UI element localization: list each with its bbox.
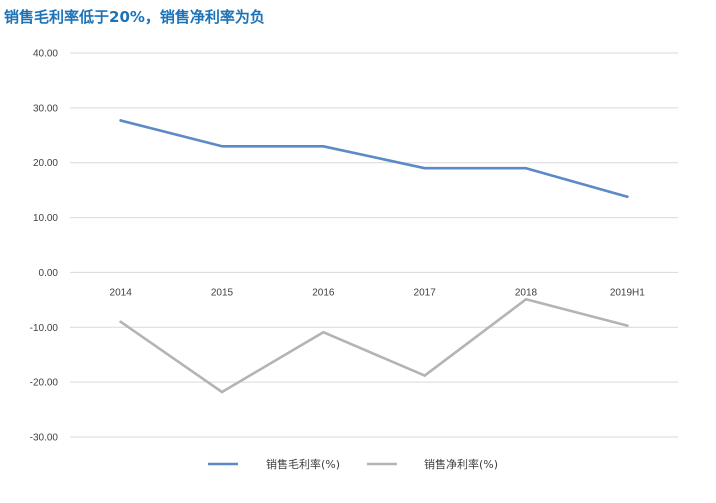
y-tick-label: 40.00 (33, 49, 58, 60)
y-tick-label: 10.00 (33, 213, 58, 224)
x-tick-label: 2014 (110, 287, 133, 298)
data-point (322, 144, 325, 148)
data-point (423, 166, 426, 170)
legend-label: 销售毛利率(%) (266, 457, 340, 471)
x-tick-label: 2016 (312, 287, 335, 298)
legend-label: 销售净利率(%) (424, 457, 498, 471)
data-point (626, 324, 629, 327)
x-tick-label: 2015 (211, 287, 234, 298)
series-lines (119, 119, 629, 394)
gridlines (70, 52, 678, 438)
y-tick-label: 20.00 (33, 158, 58, 169)
y-tick-label: -10.00 (30, 323, 59, 334)
data-point (322, 330, 325, 334)
x-tick-label: 2018 (515, 287, 538, 298)
data-point (626, 195, 629, 199)
data-point (524, 166, 528, 170)
y-tick-label: -30.00 (30, 433, 59, 444)
data-point (119, 320, 122, 324)
page-title: 销售毛利率低于20%，销售净利率为负 (4, 8, 265, 26)
data-point (220, 144, 224, 148)
legend: 销售毛利率(%) 销售净利率(%) (208, 457, 498, 471)
data-point (119, 119, 122, 122)
x-tick-label: 2019H1 (610, 287, 645, 298)
y-tick-label: -20.00 (30, 378, 59, 389)
y-axis-tick-labels: 40.00 30.00 20.00 10.00 0.00 -10.00 -20.00 -30.… (30, 49, 59, 444)
x-axis-tick-labels: 2014 2015 2016 2017 2018 2019H1 (110, 287, 646, 298)
y-tick-label: 0.00 (39, 268, 59, 279)
data-point (524, 298, 528, 301)
data-point (423, 374, 426, 377)
data-point (220, 390, 224, 394)
y-tick-label: 30.00 (33, 103, 58, 114)
x-tick-label: 2017 (414, 287, 437, 298)
series-line-2 (119, 297, 629, 394)
series-line-1 (119, 119, 629, 198)
